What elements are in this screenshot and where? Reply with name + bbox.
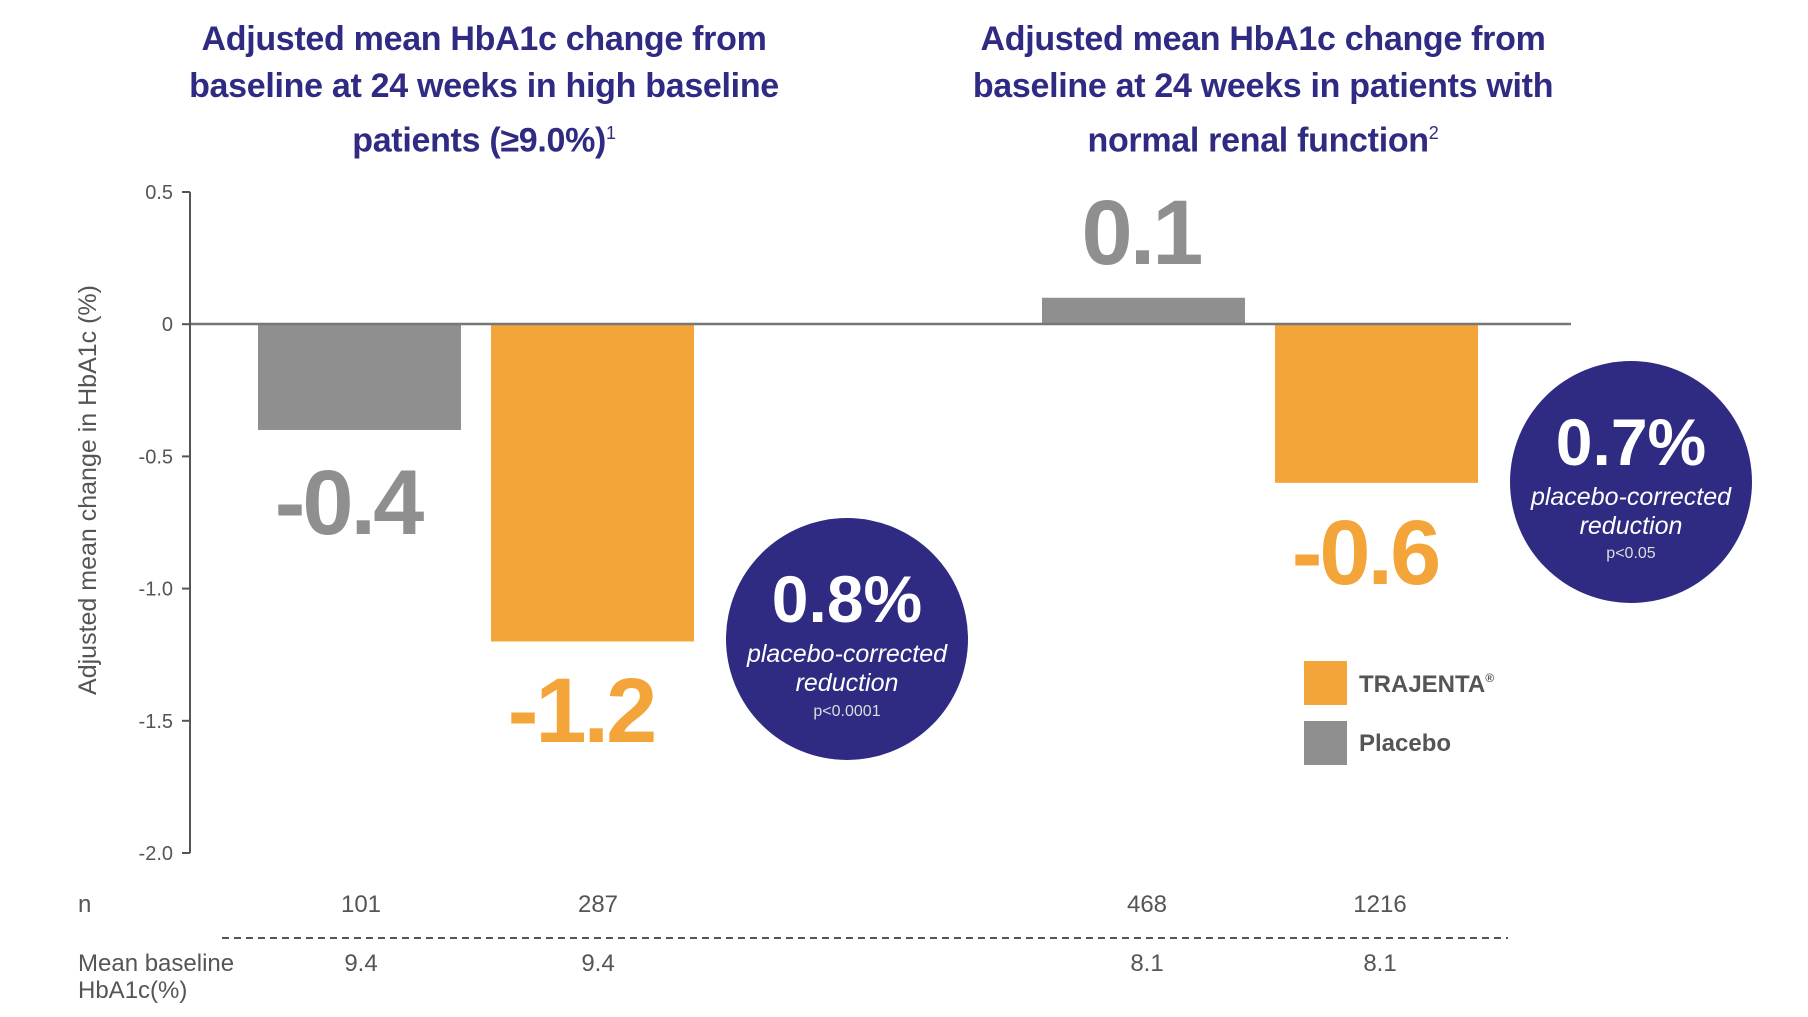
baseline-row-label-2: HbA1c(%) [78, 977, 187, 1004]
callout-right-text1: placebo-corrected [1530, 483, 1732, 511]
n-left-trajenta: 287 [578, 891, 618, 918]
value-label-right-trajenta: -0.6 [1292, 502, 1439, 604]
n-left-placebo: 101 [341, 891, 381, 918]
legend-swatch-trajenta [1304, 661, 1347, 705]
callout-right-value: 0.7% [1556, 405, 1706, 479]
y-tick-label: -0.5 [139, 446, 173, 468]
y-tick-label: -1.0 [139, 579, 173, 601]
legend-label-trajenta: TRAJENTA® [1359, 671, 1494, 698]
bar-right-trajenta [1275, 324, 1478, 483]
n-right-placebo: 468 [1127, 891, 1167, 918]
right-chart-title: Adjusted mean HbA1c change from baseline… [943, 16, 1583, 164]
callout-left-circle [726, 518, 968, 760]
y-tick-label: -2.0 [139, 843, 173, 865]
value-label-right-placebo: 0.1 [1082, 182, 1202, 284]
baseline-row-label-1: Mean baseline [78, 950, 234, 977]
callout-right-text2: reduction [1580, 512, 1683, 540]
bar-left-placebo [258, 324, 461, 430]
left-title-text: Adjusted mean HbA1c change from baseline… [189, 20, 779, 160]
callout-right: 0.7% placebo-corrected reduction p<0.05 [1510, 361, 1752, 603]
callout-right-p: p<0.05 [1606, 545, 1655, 562]
data-table: n 101 287 468 1216 Mean baseline HbA1c(%… [78, 891, 1508, 1004]
callout-left: 0.8% placebo-corrected reduction p<0.000… [726, 518, 968, 760]
baseline-right-trajenta: 8.1 [1363, 950, 1396, 977]
callout-left-text2: reduction [796, 669, 899, 697]
right-title-footnote: 2 [1428, 123, 1439, 143]
baseline-right-placebo: 8.1 [1130, 950, 1163, 977]
n-right-trajenta: 1216 [1353, 891, 1406, 918]
left-title-footnote: 1 [606, 123, 616, 143]
baseline-left-placebo: 9.4 [344, 950, 377, 977]
callout-right-circle [1510, 361, 1752, 603]
bar-right-placebo [1042, 297, 1245, 325]
value-label-left-placebo: -0.4 [275, 452, 424, 554]
y-axis-label: Adjusted mean change in HbA1c (%) [74, 285, 102, 695]
y-tick-label: -1.5 [139, 711, 173, 733]
callout-left-p: p<0.0001 [813, 703, 880, 720]
y-tick-label: 0.5 [145, 182, 173, 204]
y-tick-label: 0 [162, 314, 173, 336]
legend: TRAJENTA® Placebo [1304, 661, 1494, 765]
bar-left-trajenta [491, 324, 694, 642]
value-label-left-trajenta: -1.2 [508, 660, 655, 762]
legend-label-placebo: Placebo [1359, 730, 1451, 757]
n-row-label: n [78, 891, 91, 918]
left-chart-title: Adjusted mean HbA1c change from baseline… [164, 16, 804, 164]
baseline-left-trajenta: 9.4 [581, 950, 614, 977]
legend-swatch-placebo [1304, 721, 1347, 765]
callout-left-value: 0.8% [772, 562, 922, 636]
right-title-text: Adjusted mean HbA1c change from baseline… [972, 20, 1554, 160]
callout-left-text1: placebo-corrected [746, 640, 948, 668]
